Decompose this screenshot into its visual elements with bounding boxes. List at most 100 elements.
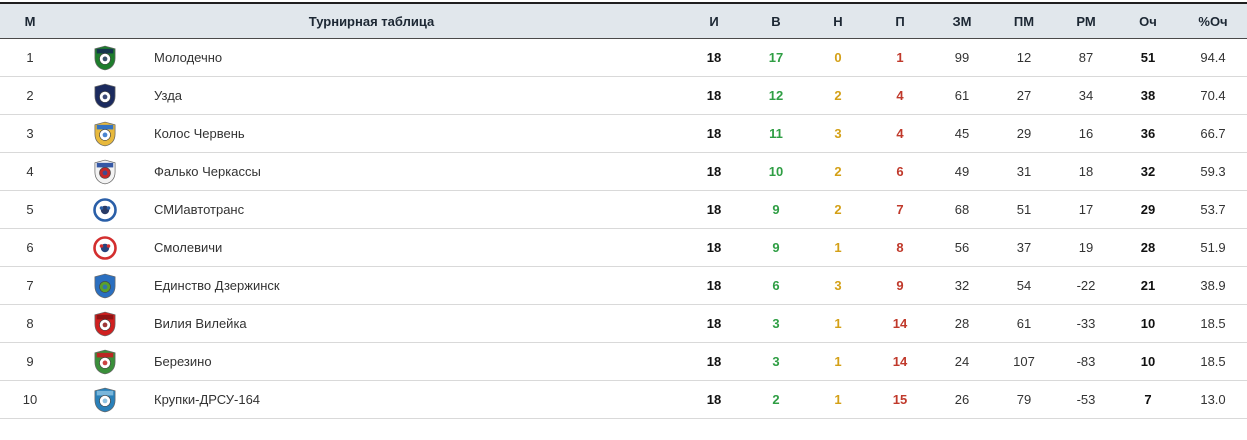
goals-against-cell: 12 bbox=[1016, 50, 1032, 65]
points-cell: 36 bbox=[1140, 126, 1156, 141]
goals-against-cell: 51 bbox=[1016, 202, 1032, 217]
goals-against-cell: 61 bbox=[1016, 316, 1032, 331]
games-cell: 18 bbox=[706, 316, 722, 331]
games-cell: 18 bbox=[706, 392, 722, 407]
team-crest-icon bbox=[94, 387, 116, 412]
losses-cell: 1 bbox=[896, 50, 904, 65]
team-logo-cell bbox=[60, 159, 150, 185]
header-goals-against: ПМ bbox=[1013, 13, 1035, 29]
place-cell: 1 bbox=[26, 50, 34, 65]
goals-for-cell: 56 bbox=[954, 240, 970, 255]
draws-cell: 1 bbox=[834, 392, 842, 407]
team-crest-icon bbox=[94, 273, 116, 298]
team-logo-cell bbox=[60, 273, 150, 299]
goals-against-cell: 79 bbox=[1016, 392, 1032, 407]
place-cell: 3 bbox=[26, 126, 34, 141]
team-crest-icon bbox=[93, 197, 117, 222]
team-logo-cell bbox=[60, 45, 150, 71]
table-row[interactable]: 2 Узда 18 12 2 4 61 27 34 38 70.4 bbox=[0, 77, 1247, 115]
table-row[interactable]: 8 Вилия Вилейка 18 3 1 14 28 61 -33 10 1… bbox=[0, 305, 1247, 343]
losses-cell: 15 bbox=[892, 392, 908, 407]
goal-diff-cell: -83 bbox=[1076, 354, 1096, 369]
goal-diff-cell: 19 bbox=[1078, 240, 1094, 255]
team-crest-icon bbox=[94, 349, 116, 374]
place-cell: 7 bbox=[26, 278, 34, 293]
table-row[interactable]: 5 СМИавтотранс 18 9 2 7 68 51 17 29 53.7 bbox=[0, 191, 1247, 229]
games-cell: 18 bbox=[706, 88, 722, 103]
team-name-link[interactable]: Узда bbox=[154, 88, 183, 103]
header-place: М bbox=[24, 13, 36, 29]
goal-diff-cell: 18 bbox=[1078, 164, 1094, 179]
table-row[interactable]: 9 Березино 18 3 1 14 24 107 -83 10 18.5 bbox=[0, 343, 1247, 381]
goals-for-cell: 99 bbox=[954, 50, 970, 65]
table-row[interactable]: 4 Фалько Черкассы 18 10 2 6 49 31 18 32 … bbox=[0, 153, 1247, 191]
place-cell: 5 bbox=[26, 202, 34, 217]
goals-for-cell: 32 bbox=[954, 278, 970, 293]
points-cell: 10 bbox=[1140, 354, 1156, 369]
team-crest-icon bbox=[94, 121, 116, 146]
header-draws: Н bbox=[833, 13, 843, 29]
wins-cell: 3 bbox=[772, 316, 780, 331]
table-header-row: М Турнирная таблица И В Н П ЗМ ПМ РМ Оч … bbox=[0, 4, 1247, 39]
team-crest-icon bbox=[94, 159, 116, 184]
team-name-link[interactable]: Березино bbox=[154, 354, 212, 369]
draws-cell: 2 bbox=[834, 202, 842, 217]
wins-cell: 3 bbox=[772, 354, 780, 369]
goals-for-cell: 68 bbox=[954, 202, 970, 217]
points-cell: 10 bbox=[1140, 316, 1156, 331]
table-row[interactable]: 1 Молодечно 18 17 0 1 99 12 87 51 94.4 bbox=[0, 39, 1247, 77]
team-name-link[interactable]: Фалько Черкассы bbox=[154, 164, 261, 179]
goals-for-cell: 24 bbox=[954, 354, 970, 369]
points-cell: 7 bbox=[1144, 392, 1152, 407]
team-name-link[interactable]: Молодечно bbox=[154, 50, 223, 65]
draws-cell: 2 bbox=[834, 88, 842, 103]
draws-cell: 2 bbox=[834, 164, 842, 179]
team-name-link[interactable]: Колос Червень bbox=[154, 126, 245, 141]
draws-cell: 1 bbox=[834, 354, 842, 369]
goals-for-cell: 28 bbox=[954, 316, 970, 331]
team-logo-cell bbox=[60, 235, 150, 260]
goals-against-cell: 29 bbox=[1016, 126, 1032, 141]
goals-for-cell: 45 bbox=[954, 126, 970, 141]
table-body: 1 Молодечно 18 17 0 1 99 12 87 51 94.4 bbox=[0, 39, 1247, 419]
wins-cell: 11 bbox=[769, 126, 783, 141]
standings-table: М Турнирная таблица И В Н П ЗМ ПМ РМ Оч … bbox=[0, 2, 1247, 419]
team-name-link[interactable]: Вилия Вилейка bbox=[154, 316, 247, 331]
team-crest-icon bbox=[94, 311, 116, 336]
team-logo-cell bbox=[60, 121, 150, 147]
wins-cell: 2 bbox=[772, 392, 780, 407]
team-name-link[interactable]: Единство Дзержинск bbox=[154, 278, 280, 293]
wins-cell: 17 bbox=[768, 50, 784, 65]
points-cell: 29 bbox=[1140, 202, 1156, 217]
games-cell: 18 bbox=[706, 278, 722, 293]
goals-against-cell: 37 bbox=[1016, 240, 1032, 255]
table-row[interactable]: 3 Колос Червень 18 11 3 4 45 29 16 36 66… bbox=[0, 115, 1247, 153]
goal-diff-cell: -53 bbox=[1076, 392, 1096, 407]
team-name-link[interactable]: Смолевичи bbox=[154, 240, 223, 255]
team-name-link[interactable]: СМИавтотранс bbox=[154, 202, 245, 217]
games-cell: 18 bbox=[706, 202, 722, 217]
points-cell: 28 bbox=[1140, 240, 1156, 255]
losses-cell: 7 bbox=[896, 202, 904, 217]
points-pct-cell: 38.9 bbox=[1200, 278, 1226, 293]
goal-diff-cell: 87 bbox=[1078, 50, 1094, 65]
table-row[interactable]: 10 Крупки-ДРСУ-164 18 2 1 15 26 79 -53 7… bbox=[0, 381, 1247, 419]
points-pct-cell: 18.5 bbox=[1200, 316, 1226, 331]
losses-cell: 8 bbox=[896, 240, 904, 255]
goal-diff-cell: 17 bbox=[1078, 202, 1094, 217]
header-losses: П bbox=[895, 13, 905, 29]
goals-for-cell: 26 bbox=[954, 392, 970, 407]
games-cell: 18 bbox=[706, 354, 722, 369]
table-row[interactable]: 6 Смолевичи 18 9 1 8 56 37 19 28 51.9 bbox=[0, 229, 1247, 267]
losses-cell: 4 bbox=[896, 88, 904, 103]
losses-cell: 14 bbox=[892, 316, 908, 331]
team-name-link[interactable]: Крупки-ДРСУ-164 bbox=[154, 392, 261, 407]
table-row[interactable]: 7 Единство Дзержинск 18 6 3 9 32 54 -22 … bbox=[0, 267, 1247, 305]
goal-diff-cell: -22 bbox=[1076, 278, 1096, 293]
header-points: Оч bbox=[1139, 13, 1157, 29]
team-crest-icon bbox=[94, 83, 116, 108]
draws-cell: 0 bbox=[834, 50, 842, 65]
team-logo-cell bbox=[60, 197, 150, 222]
losses-cell: 9 bbox=[896, 278, 904, 293]
